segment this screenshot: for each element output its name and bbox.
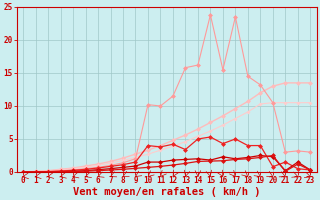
X-axis label: Vent moyen/en rafales ( km/h ): Vent moyen/en rafales ( km/h ) [73,187,260,197]
